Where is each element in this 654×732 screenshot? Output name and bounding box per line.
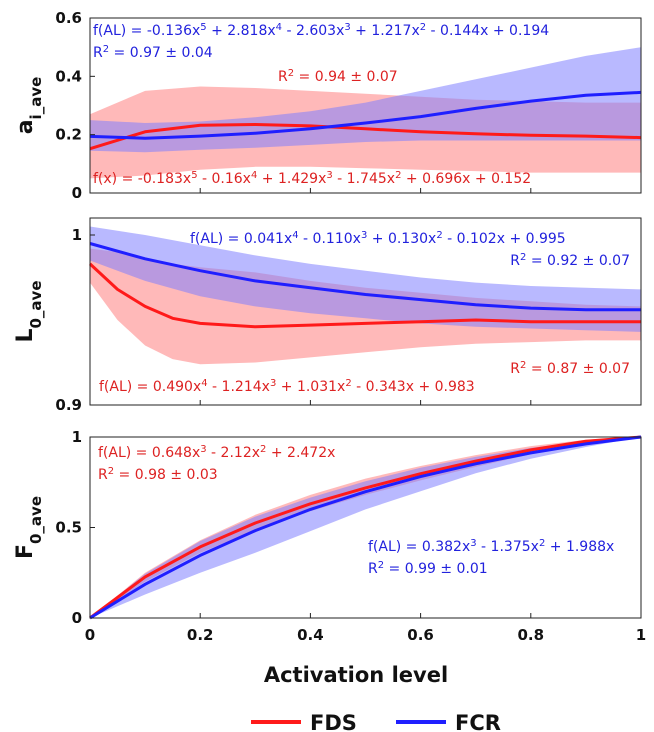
line-fds: [89, 123, 642, 151]
y-tick-label: 0.5: [55, 519, 82, 537]
y-tick-label: 0.9: [55, 396, 82, 414]
legend-label-fds: FDS: [310, 711, 357, 732]
fit-annotation: f(AL) = 0.490x4 - 1.214x3 + 1.031x2 - 0.…: [99, 378, 475, 396]
fit-annotation: R2 = 0.97 ± 0.04: [93, 44, 213, 62]
axes-box: [89, 17, 642, 194]
x-tick-label: 1: [636, 626, 646, 644]
axes-box: [89, 436, 642, 619]
line-fds: [89, 435, 642, 620]
y-tick-label: 0.2: [55, 126, 82, 144]
y-axis-label: ai_ave: [13, 77, 45, 135]
y-tick-label: 1: [72, 226, 82, 244]
y-tick-label: 1: [72, 428, 82, 446]
y-tick-label: 0.4: [55, 67, 82, 85]
x-tick-label: 0: [85, 626, 95, 644]
band-fds: [90, 437, 641, 618]
line-fcr: [89, 90, 642, 140]
fit-annotation: R2 = 0.94 ± 0.07: [278, 68, 398, 86]
x-tick-label: 0.6: [407, 626, 434, 644]
x-tick-label: 0.8: [518, 626, 545, 644]
panel-2: 0.9 1 L0_ave f(AL) = 0.041x4 - 0.110x3 + 0.…: [13, 217, 642, 414]
legend: FDS FCR: [251, 711, 501, 732]
panel-1: 0 0.2 0.4 0.6 ai_ave f(AL) = -0.136x5 + 2.818…: [13, 9, 642, 202]
line-fcr: [89, 435, 642, 620]
fit-annotation: R2 = 0.99 ± 0.01: [368, 560, 488, 578]
fit-annotation: f(AL) = 0.648x3 - 2.12x2 + 2.472x: [98, 444, 335, 462]
axes-box: [89, 217, 642, 406]
x-tick-label: 0.2: [187, 626, 214, 644]
line-fcr: [89, 242, 641, 312]
legend-label-fcr: FCR: [455, 711, 501, 732]
x-tick-label: 0.4: [297, 626, 324, 644]
fit-annotation: f(AL) = 0.041x4 - 0.110x3 + 0.130x2 - 0.…: [190, 230, 566, 248]
band-fcr: [90, 437, 641, 618]
fit-annotation: R2 = 0.98 ± 0.03: [98, 466, 218, 484]
fit-annotation: f(AL) = 0.382x3 - 1.375x2 + 1.988x: [368, 538, 614, 556]
y-axis-label: F0_ave: [13, 496, 45, 559]
panel-3: 0 0.5 1 0 0.2 0.4 0.6 0.8 1 F0_ave f(AL) = 0.648x3…: [13, 428, 646, 644]
fit-annotation: f(x) = -0.183x5 - 0.16x4 + 1.429x3 - 1.7…: [93, 170, 531, 188]
fit-annotation: R2 = 0.87 ± 0.07: [510, 360, 630, 378]
y-tick-label: 0.6: [55, 9, 82, 27]
x-axis-label: Activation level: [264, 663, 448, 687]
fit-annotation: f(AL) = -0.136x5 + 2.818x4 - 2.603x3 + 1…: [93, 22, 549, 40]
line-fds: [88, 262, 641, 329]
y-axis-label: L0_ave: [13, 280, 45, 342]
y-tick-label: 0: [72, 609, 82, 627]
fit-annotation: R2 = 0.92 ± 0.07: [510, 252, 630, 270]
y-tick-label: 0: [72, 184, 82, 202]
